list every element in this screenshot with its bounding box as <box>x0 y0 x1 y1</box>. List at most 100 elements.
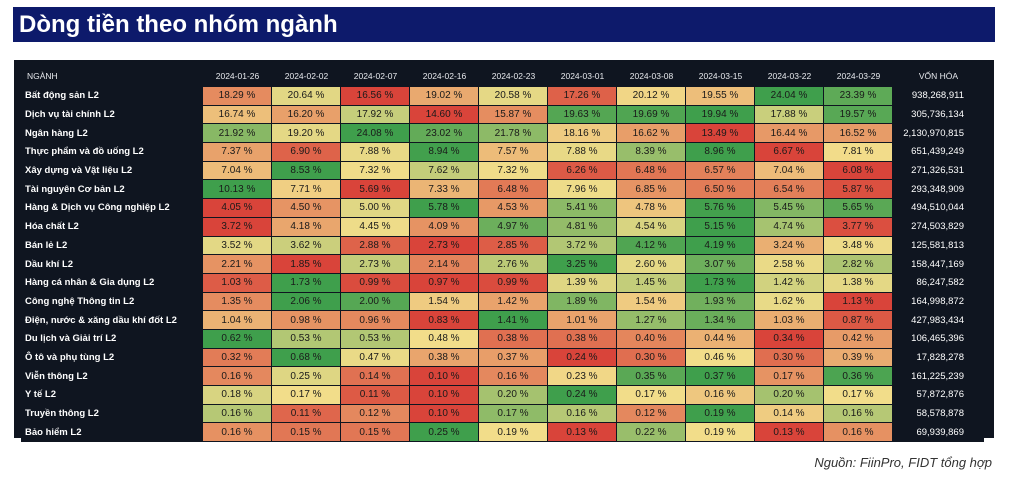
flow-cell: 6.57 % <box>686 161 755 181</box>
flow-cell: 0.53 % <box>341 329 410 349</box>
flow-cell: 0.25 % <box>272 367 341 386</box>
flow-cell: 7.04 % <box>203 161 272 181</box>
flow-cell: 19.57 % <box>824 105 893 125</box>
flow-cell: 1.13 % <box>824 292 893 312</box>
flow-cell: 1.93 % <box>686 292 755 312</box>
flow-cell: 17.26 % <box>548 87 617 106</box>
flow-cell: 0.35 % <box>617 367 686 386</box>
sector-name: Bảo hiểm L2 <box>21 423 203 443</box>
market-cap: 651,439,249 <box>893 143 984 162</box>
flow-cell: 15.87 % <box>479 105 548 125</box>
flow-cell: 5.87 % <box>824 180 893 200</box>
flow-cell: 3.72 % <box>203 217 272 237</box>
market-cap: 57,872,876 <box>893 386 984 405</box>
flow-cell: 5.00 % <box>341 199 410 218</box>
flow-cell: 0.34 % <box>755 329 824 349</box>
flow-cell: 16.74 % <box>203 105 272 125</box>
market-cap: 293,348,909 <box>893 180 984 200</box>
flow-cell: 6.85 % <box>617 180 686 200</box>
flow-cell: 8.96 % <box>686 143 755 162</box>
flow-cell: 2.14 % <box>410 255 479 274</box>
column-header-date: 2024-02-23 <box>491 70 536 81</box>
flow-cell: 1.27 % <box>617 311 686 330</box>
flow-cell: 20.64 % <box>272 87 341 106</box>
market-cap: 106,465,396 <box>893 329 984 349</box>
sector-name: Dịch vụ tài chính L2 <box>21 105 203 125</box>
flow-cell: 2.85 % <box>479 236 548 256</box>
flow-cell: 0.19 % <box>479 423 548 443</box>
flow-cell: 0.38 % <box>410 348 479 368</box>
flow-cell: 5.69 % <box>341 180 410 200</box>
flow-cell: 0.16 % <box>824 404 893 424</box>
flow-cell: 17.92 % <box>341 105 410 125</box>
flow-cell: 0.17 % <box>824 386 893 405</box>
sector-name: Điện, nước & xăng dầu khí đốt L2 <box>21 311 203 330</box>
flow-cell: 0.32 % <box>203 348 272 368</box>
flow-cell: 19.55 % <box>686 87 755 106</box>
market-cap: 125,581,813 <box>893 236 984 256</box>
flow-cell: 0.98 % <box>272 311 341 330</box>
flow-cell: 0.40 % <box>617 329 686 349</box>
flow-cell: 6.50 % <box>686 180 755 200</box>
flow-cell: 1.35 % <box>203 292 272 312</box>
flow-cell: 0.48 % <box>410 329 479 349</box>
flow-cell: 1.45 % <box>617 273 686 293</box>
market-cap: 161,225,239 <box>893 367 984 386</box>
flow-cell: 0.11 % <box>272 404 341 424</box>
flow-cell: 23.39 % <box>824 87 893 106</box>
market-cap: 2,130,970,815 <box>893 124 984 144</box>
sector-name: Tài nguyên Cơ bản L2 <box>21 180 203 200</box>
flow-cell: 3.24 % <box>755 236 824 256</box>
flow-cell: 24.08 % <box>341 124 410 144</box>
table-row: Dịch vụ tài chính L2 16.74 % 16.20 % 17.92 … <box>21 105 984 125</box>
flow-cell: 3.52 % <box>203 236 272 256</box>
market-cap: 17,828,278 <box>893 348 984 368</box>
flow-cell: 4.18 % <box>272 217 341 237</box>
sector-name: Dầu khí L2 <box>21 255 203 274</box>
heatmap-panel: NGÀNH 2024-01-26 2024-02-02 2024-02-07 2024-… <box>14 60 994 443</box>
flow-cell: 13.49 % <box>686 124 755 144</box>
flow-cell: 1.42 % <box>755 273 824 293</box>
table-row: Hàng & Dịch vụ Công nghiệp L2 4.05 % 4.50 … <box>21 199 984 218</box>
sector-name: Ngân hàng L2 <box>21 124 203 144</box>
market-cap: 427,983,434 <box>893 311 984 330</box>
flow-cell: 0.16 % <box>203 404 272 424</box>
column-header-date: 2024-01-26 <box>215 70 260 81</box>
flow-cell: 4.97 % <box>479 217 548 237</box>
flow-cell: 21.78 % <box>479 124 548 144</box>
table-row: Bán lẻ L2 3.52 % 3.62 % 2.88 % 2.73 % 2.85 % 3… <box>21 236 984 256</box>
flow-cell: 1.34 % <box>686 311 755 330</box>
flow-cell: 0.14 % <box>341 367 410 386</box>
flow-cell: 19.20 % <box>272 124 341 144</box>
flow-cell: 18.16 % <box>548 124 617 144</box>
flow-cell: 19.94 % <box>686 105 755 125</box>
flow-cell: 0.46 % <box>686 348 755 368</box>
flow-cell: 0.17 % <box>755 367 824 386</box>
column-header-date: 2024-03-29 <box>836 70 881 81</box>
flow-cell: 20.12 % <box>617 87 686 106</box>
flow-cell: 3.72 % <box>548 236 617 256</box>
flow-cell: 0.19 % <box>686 404 755 424</box>
table-row: Thực phẩm và đồ uống L2 7.37 % 6.90 % 7.88 … <box>21 143 984 162</box>
flow-cell: 0.68 % <box>272 348 341 368</box>
flow-cell: 2.82 % <box>824 255 893 274</box>
flow-cell: 1.89 % <box>548 292 617 312</box>
sector-name: Viễn thông L2 <box>21 367 203 386</box>
flow-cell: 1.73 % <box>272 273 341 293</box>
flow-cell: 0.37 % <box>479 348 548 368</box>
sector-name: Y tế L2 <box>21 386 203 405</box>
table-row: Du lịch và Giải trí L2 0.62 % 0.53 % 0.53 %… <box>21 329 984 349</box>
flow-cell: 0.16 % <box>686 386 755 405</box>
flow-cell: 0.14 % <box>755 404 824 424</box>
column-header-date: 2024-03-08 <box>629 70 674 81</box>
flow-cell: 0.53 % <box>272 329 341 349</box>
flow-cell: 6.26 % <box>548 161 617 181</box>
flow-cell: 5.45 % <box>755 199 824 218</box>
table-row: Bất động sản L2 18.29 % 20.64 % 16.56 % 19.0… <box>21 87 984 106</box>
flow-cell: 0.37 % <box>686 367 755 386</box>
source-note: Nguồn: FiinPro, FIDT tổng hợp <box>814 455 992 470</box>
flow-cell: 0.19 % <box>686 423 755 443</box>
sector-name: Xây dựng và Vật liệu L2 <box>21 161 203 181</box>
flow-cell: 0.20 % <box>755 386 824 405</box>
flow-cell: 0.17 % <box>272 386 341 405</box>
